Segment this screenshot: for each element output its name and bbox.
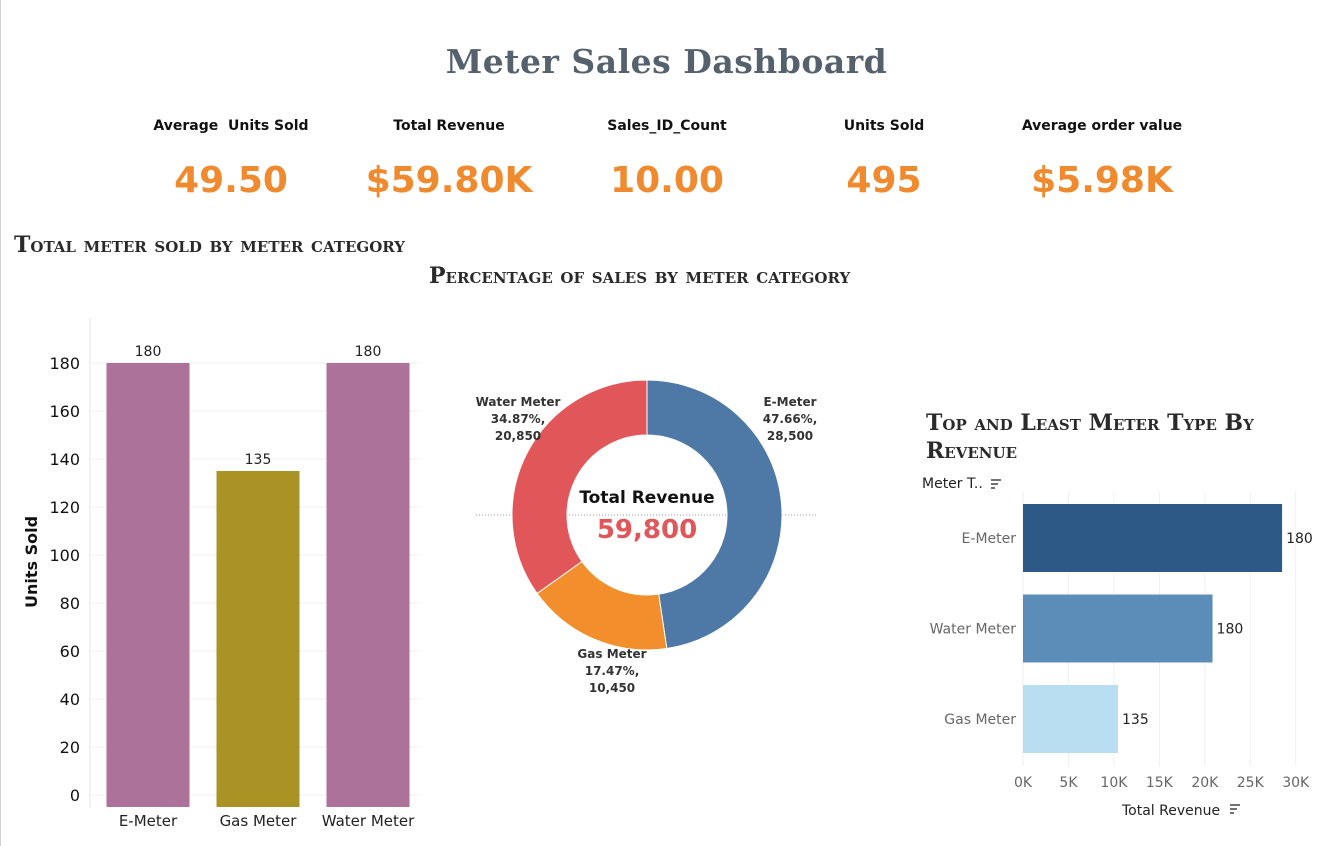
- revenue-horizontal-bar-chart: 180 180 135 0K 5K 10K 15K 20K 25K 30K Meter T.. E-…: [922, 476, 1313, 819]
- kpi-label: Average Units Sold: [153, 118, 309, 134]
- bar[interactable]: [216, 471, 300, 807]
- revenue-donut-chart: E-Meter 47.66%, 28,500 Gas Meter 17.47%, 10,4…: [476, 379, 818, 695]
- bar-value-label: 180: [355, 344, 382, 360]
- x-tick-label: 15K: [1146, 775, 1174, 791]
- x-tick-label: Water Meter: [322, 812, 415, 830]
- kpi-value: $5.98K: [1031, 160, 1173, 201]
- kpi-value: 49.50: [174, 160, 288, 201]
- x-tick-label: E-Meter: [119, 812, 178, 830]
- slice-label: Water Meter 34.87%, 20,850: [476, 395, 561, 443]
- x-tick-label: 0K: [1014, 775, 1033, 791]
- y-axis-label: Units Sold: [22, 516, 41, 608]
- hbar[interactable]: [1023, 594, 1213, 663]
- donut-slice[interactable]: [511, 379, 648, 595]
- y-tick-label: 80: [60, 594, 80, 613]
- hbar[interactable]: [1023, 504, 1283, 572]
- x-tick-label: 20K: [1191, 775, 1219, 791]
- y-tick-label: 40: [60, 690, 80, 709]
- slice-label: E-Meter 47.66%, 28,500: [763, 395, 818, 443]
- kpi-label: Sales_ID_Count: [607, 118, 727, 134]
- y-tick-label: 140: [49, 450, 80, 469]
- units-sold-bar-chart: 180 135 180 0 20 40 60 80 100 120 140 160 180 E-Mete…: [22, 318, 420, 830]
- bar-value-label: 180: [1217, 622, 1244, 638]
- y-tick-label: 0: [70, 786, 80, 805]
- y-tick-label: 120: [49, 498, 80, 517]
- donut-chart-title: Percentage of sales by meter category: [429, 263, 851, 289]
- bar-value-label: 135: [245, 452, 272, 468]
- y-tick-label: E-Meter: [962, 531, 1017, 547]
- donut-slice[interactable]: [646, 379, 783, 650]
- bar-value-label: 180: [1286, 531, 1313, 547]
- kpi-label: Average order value: [1021, 118, 1183, 134]
- hbar[interactable]: [1023, 685, 1118, 753]
- bar-chart-title: Total meter sold by meter category: [14, 232, 405, 258]
- x-tick-label: 30K: [1282, 775, 1310, 791]
- x-tick-label: 10K: [1100, 775, 1128, 791]
- kpi-label: Total Revenue: [393, 118, 505, 134]
- y-tick-label: 180: [49, 354, 80, 373]
- y-tick-label: 160: [49, 402, 80, 421]
- bar[interactable]: [326, 363, 410, 807]
- x-tick-label: Gas Meter: [220, 812, 298, 830]
- kpi-label: Units Sold: [843, 118, 925, 134]
- y-tick-label: Water Meter: [930, 622, 1017, 638]
- sort-icon[interactable]: [991, 479, 1001, 489]
- y-tick-label: 100: [49, 546, 80, 565]
- x-tick-label: 5K: [1059, 775, 1078, 791]
- bar-value-label: 180: [135, 344, 162, 360]
- bar-value-label: 135: [1122, 712, 1149, 728]
- y-tick-label: 20: [60, 738, 80, 757]
- x-axis-label: Total Revenue: [1121, 803, 1220, 819]
- frame-border: [0, 0, 1, 846]
- slice-label: Gas Meter 17.47%, 10,450: [577, 647, 646, 695]
- sort-icon[interactable]: [1230, 804, 1240, 814]
- kpi-value: 10.00: [610, 160, 724, 201]
- dashboard-title: Meter Sales Dashboard: [445, 42, 888, 81]
- dimension-header[interactable]: Meter T..: [922, 476, 983, 492]
- bar[interactable]: [106, 363, 190, 807]
- hbar-chart-title: Top and Least Meter Type By Revenue: [926, 410, 1254, 464]
- x-tick-label: 25K: [1237, 775, 1265, 791]
- y-tick-label: Gas Meter: [944, 712, 1016, 728]
- y-tick-label: 60: [60, 642, 80, 661]
- donut-center-label: Total Revenue: [579, 488, 714, 508]
- donut-center-value: 59,800: [597, 515, 697, 545]
- kpi-value: 495: [846, 160, 922, 201]
- kpi-value: $59.80K: [365, 160, 533, 201]
